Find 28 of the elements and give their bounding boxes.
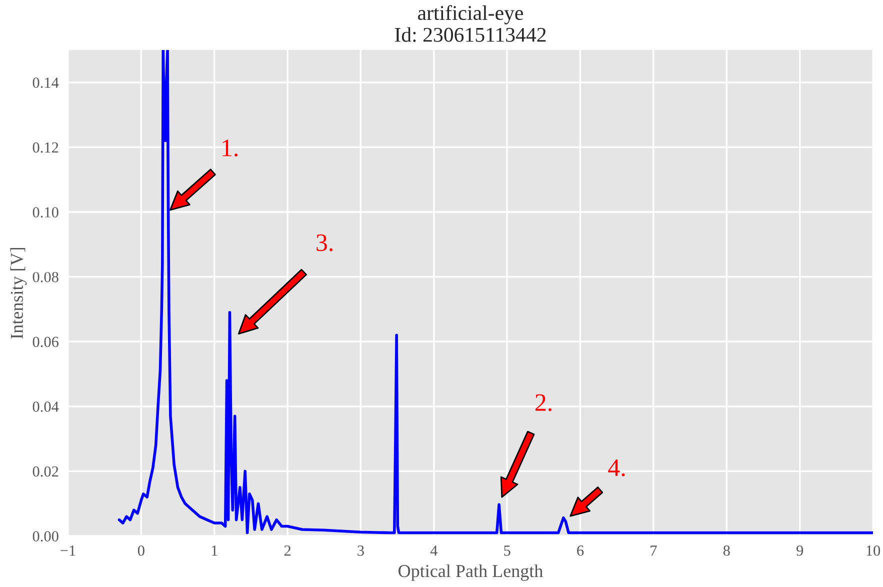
chart-title: artificial-eye — [418, 5, 523, 24]
y-tick-label: 0.10 — [32, 207, 58, 218]
annotation: 3. — [316, 234, 333, 252]
x-tick-label: 7 — [650, 546, 657, 556]
y-tick-label: 0.06 — [32, 336, 59, 348]
y-tick-label: 0.08 — [32, 272, 58, 282]
annotation: 1. — [222, 140, 238, 156]
annotation: 2. — [535, 394, 552, 412]
x-tick-label: 1 — [212, 546, 218, 556]
x-tick-label: −1 — [60, 546, 76, 556]
x-axis-title: Optical Path Length — [398, 564, 543, 581]
x-tick-label: 10 — [866, 545, 880, 556]
x-tick-label: 5 — [504, 546, 510, 556]
y-axis-title: Intensity [V] — [10, 248, 27, 339]
x-tick-label: 0 — [138, 545, 144, 556]
x-tick-label: 4 — [430, 546, 438, 556]
y-tick-label: 0.12 — [32, 142, 58, 153]
y-tick-label: 0.14 — [32, 78, 59, 88]
chart-subtitle: Id: 230615113442 — [394, 27, 546, 42]
y-tick-label: 0.02 — [32, 466, 58, 477]
annotation: 4. — [608, 459, 625, 476]
x-tick-label: 3 — [358, 546, 364, 556]
y-tick-label: 0.00 — [32, 531, 58, 542]
x-tick-label: 6 — [577, 546, 584, 556]
x-tick-label: 8 — [723, 545, 730, 556]
x-tick-label: 9 — [796, 546, 804, 556]
y-tick-label: 0.04 — [32, 402, 59, 412]
x-tick-label: 2 — [284, 546, 291, 556]
